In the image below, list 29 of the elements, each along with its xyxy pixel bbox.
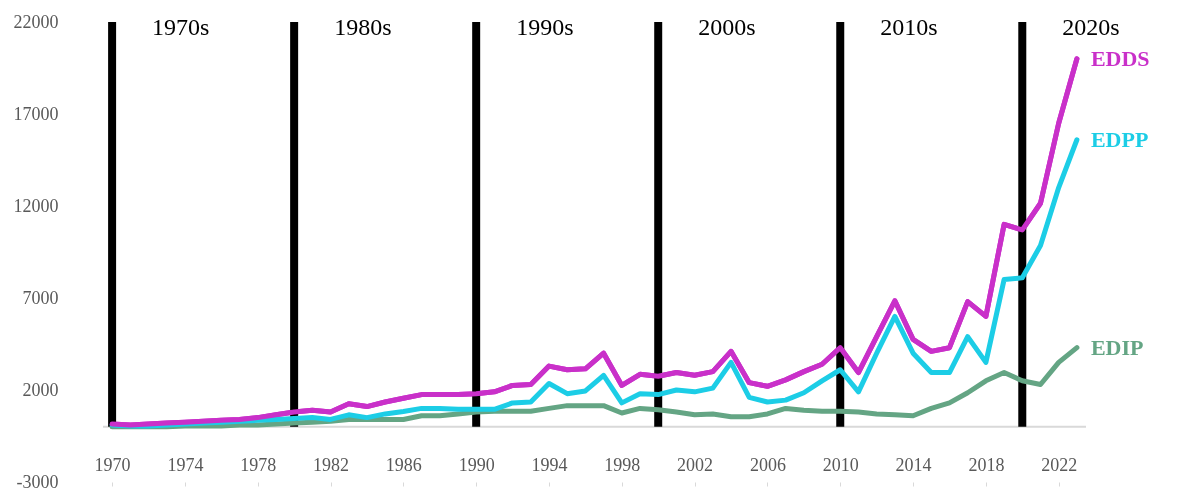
ref-line-label: 1980s — [334, 14, 392, 40]
y-tick-label: 2000 — [22, 379, 59, 400]
x-tick-label: 1970 — [94, 454, 131, 475]
x-tick-label: 1990 — [458, 454, 495, 475]
x-tick-label: 2006 — [749, 454, 786, 475]
x-tick-label: 2002 — [677, 454, 714, 475]
y-tick-label: 7000 — [22, 287, 59, 308]
series-label: EDDS — [1090, 45, 1150, 71]
x-tick-label: 2018 — [968, 454, 1005, 475]
x-tick-label: 1982 — [313, 454, 350, 475]
x-tick-label: 1986 — [385, 454, 422, 475]
ref-line-label: 1990s — [516, 14, 574, 40]
y-tick-label: 12000 — [13, 195, 59, 216]
y-tick-label: 17000 — [13, 103, 59, 124]
x-tick-label: 2014 — [895, 454, 932, 475]
ref-line-label: 2020s — [1062, 14, 1120, 40]
x-tick-label: 1998 — [604, 454, 641, 475]
ref-line-label: 2010s — [880, 14, 938, 40]
y-tick-label: -3000 — [16, 471, 59, 492]
x-tick-label: 2022 — [1041, 454, 1078, 475]
x-tick-label: 1978 — [240, 454, 277, 475]
ref-line-label: 2000s — [698, 14, 756, 40]
series-label: EDPP — [1090, 126, 1149, 152]
ref-line-label: 1970s — [152, 14, 210, 40]
x-tick-label: 1974 — [167, 454, 204, 475]
x-tick-label: 1994 — [531, 454, 568, 475]
x-tick-label: 2010 — [822, 454, 859, 475]
series-label: EDIP — [1090, 334, 1144, 360]
y-tick-label: 22000 — [13, 11, 59, 32]
